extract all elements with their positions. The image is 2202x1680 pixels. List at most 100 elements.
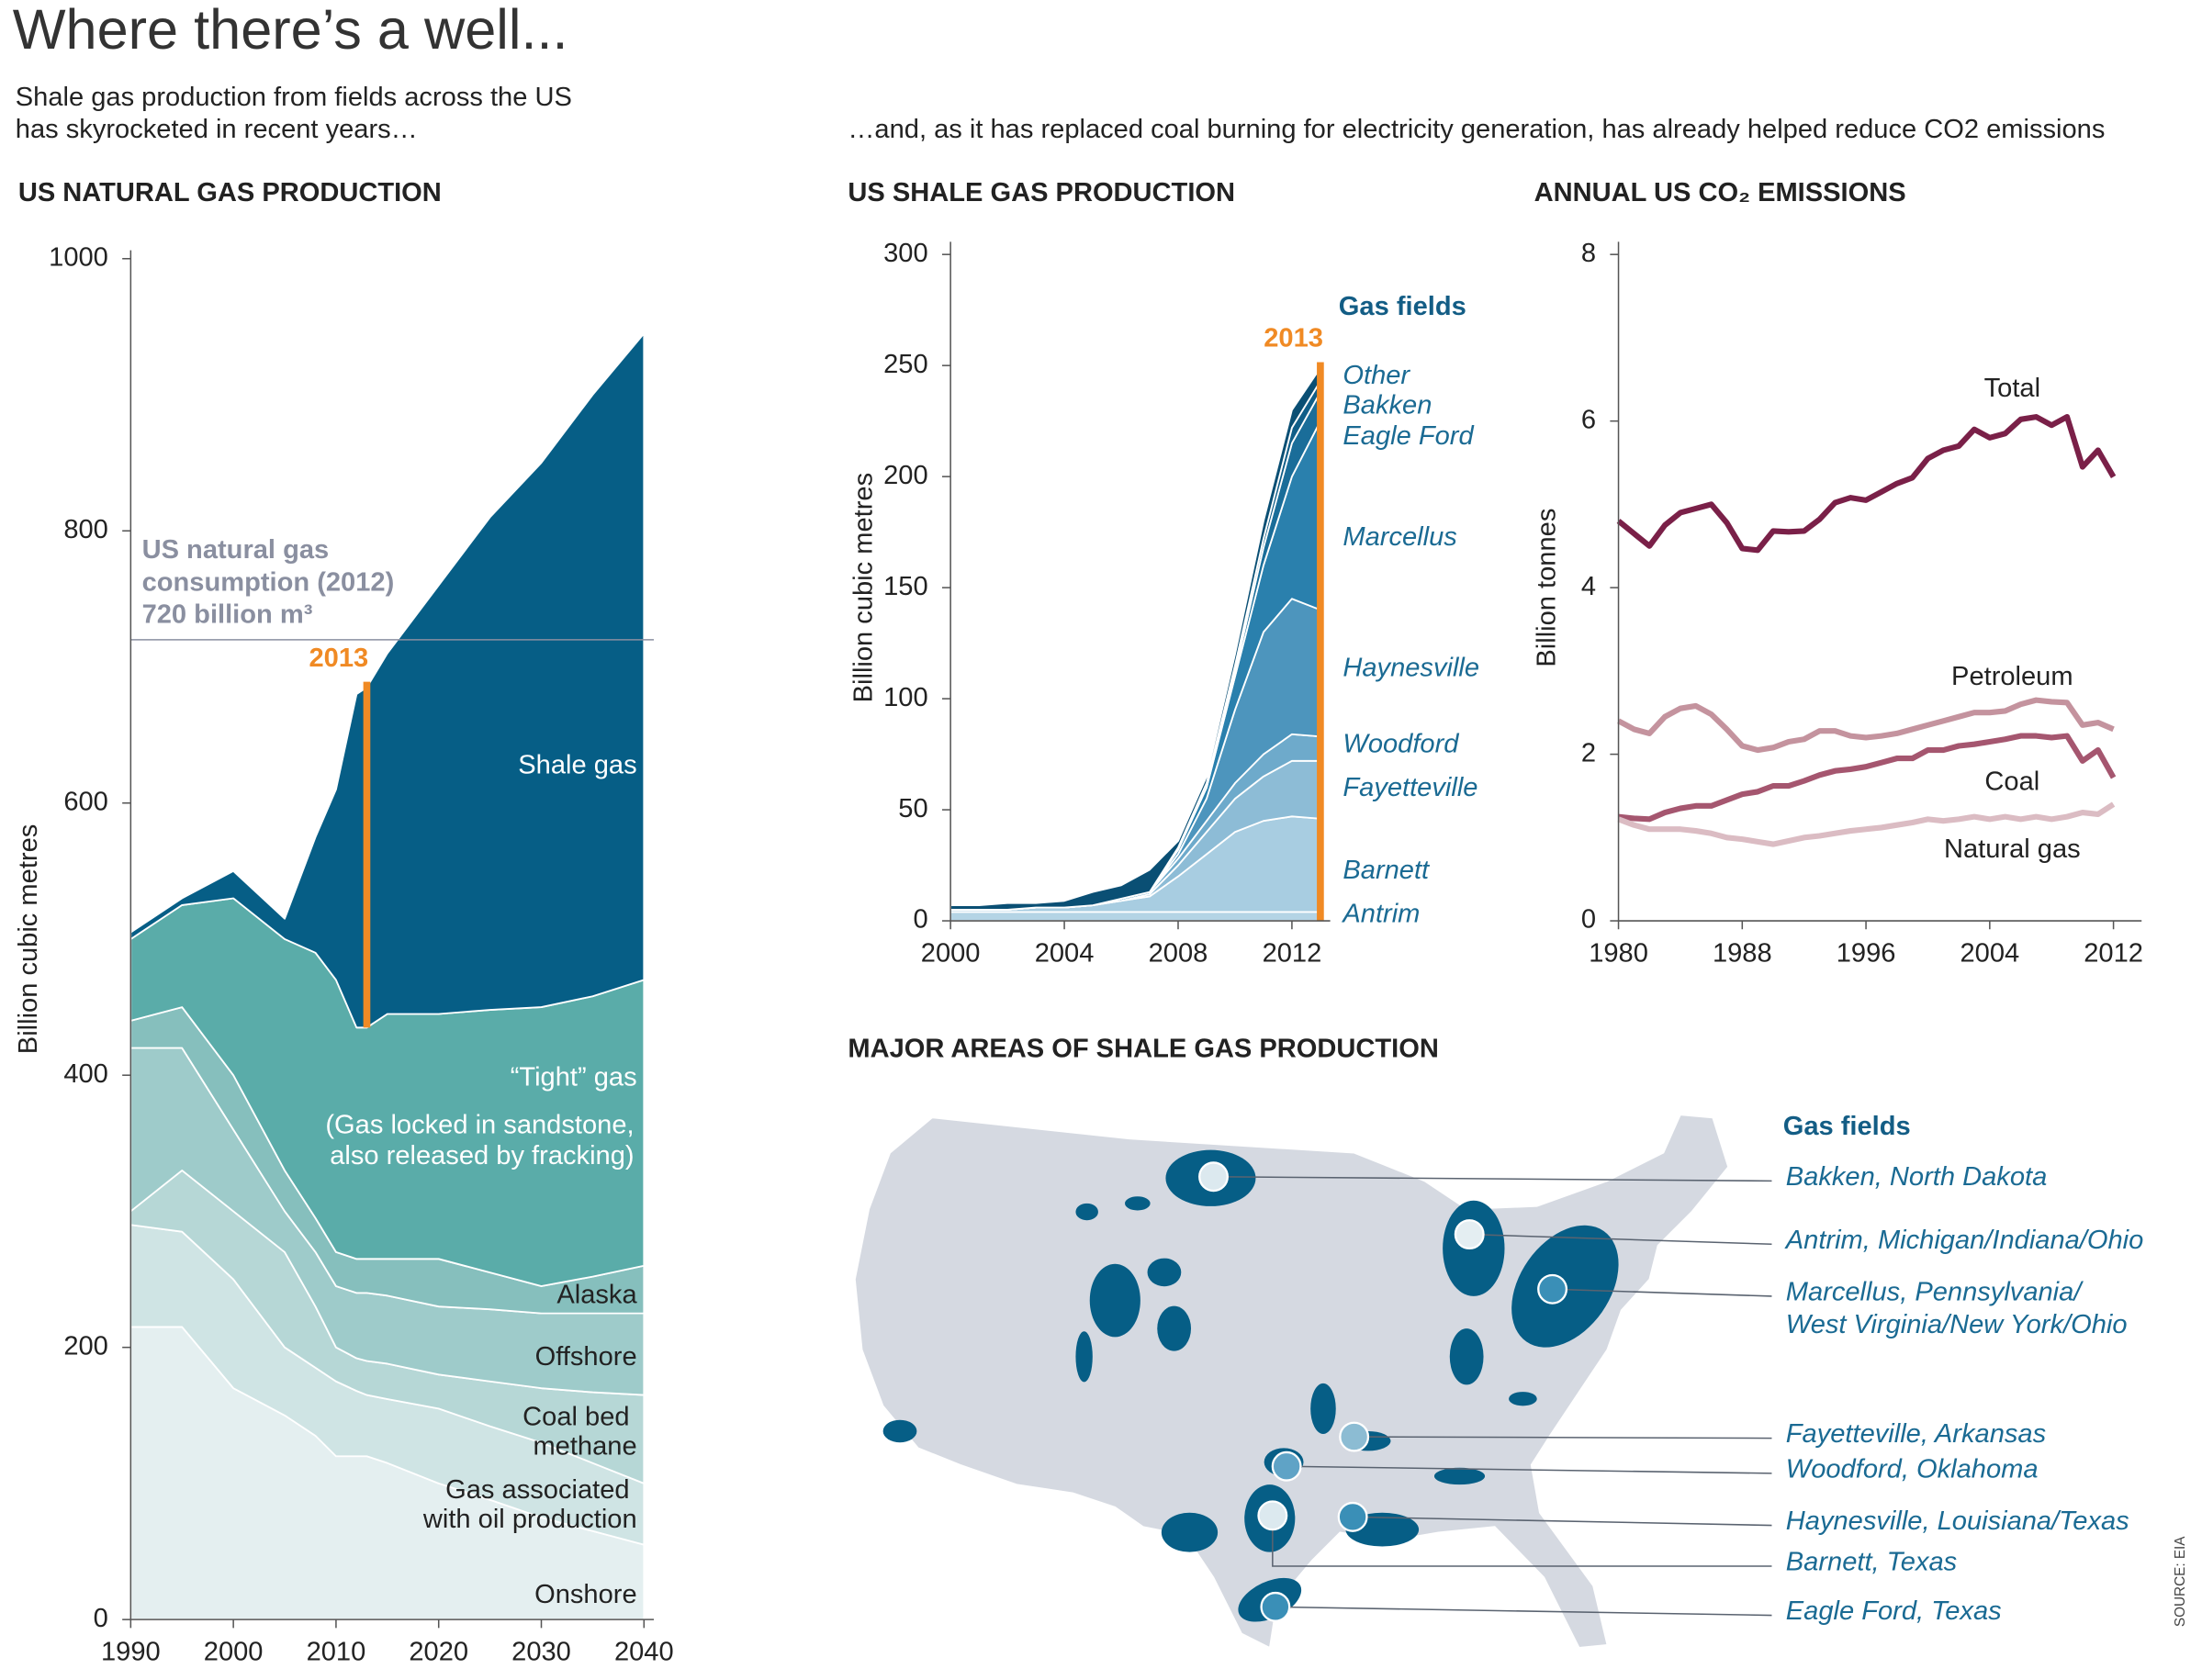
y-tick-label: 0 — [94, 1604, 108, 1633]
subtitle-left: Shale gas production from fields across … — [16, 83, 572, 112]
line-series — [1617, 697, 2115, 754]
series-note: also released by fracking) — [330, 1141, 634, 1170]
line-series — [1616, 414, 2117, 554]
y-tick-label: 8 — [1581, 239, 1596, 268]
y-tick-label: 100 — [883, 683, 928, 712]
field-label: Marcellus, Pennsylvania/ — [1786, 1278, 2084, 1307]
shale-area — [1161, 1512, 1219, 1552]
series-label: Marcellus — [1343, 522, 1456, 552]
shale-area — [1075, 1203, 1098, 1221]
field-marker — [1271, 1450, 1302, 1482]
year-marker-label: 2013 — [309, 644, 368, 673]
reference-label: 720 billion m³ — [142, 599, 313, 629]
chart-title: ANNUAL US CO₂ EMISSIONS — [1534, 178, 1906, 207]
x-tick-label: 2004 — [1960, 938, 2019, 968]
shale-area — [1157, 1305, 1192, 1351]
x-tick-label: 2008 — [1149, 938, 1208, 968]
field-label: Eagle Ford, Texas — [1786, 1596, 2002, 1626]
x-tick-label: 2012 — [2084, 938, 2143, 968]
reference-label: US natural gas — [142, 535, 330, 565]
y-tick-label: 1000 — [49, 242, 108, 272]
field-label: Barnett, Texas — [1786, 1548, 1957, 1577]
series-label: Barnett — [1343, 856, 1431, 885]
page-title: Where there’s a well... — [13, 0, 568, 61]
series-label: Coal bed methane — [522, 1402, 636, 1461]
chart-title: US NATURAL GAS PRODUCTION — [18, 178, 442, 207]
field-marker — [1257, 1500, 1288, 1531]
field-label: Fayetteville, Arkansas — [1786, 1419, 2046, 1449]
x-tick-label: 2040 — [614, 1638, 674, 1667]
field-label: Haynesville, Louisiana/Texas — [1786, 1506, 2129, 1536]
area-layer — [949, 911, 1321, 922]
series-label: Fayetteville — [1343, 773, 1477, 802]
x-tick-label: 1996 — [1837, 938, 1896, 968]
line-series — [1617, 801, 2116, 847]
y-tick-label: 250 — [883, 350, 928, 379]
y-tick-label: 0 — [1581, 905, 1596, 935]
shale-area — [1089, 1263, 1140, 1338]
leader-line — [1552, 1288, 1772, 1297]
subtitle-left: has skyrocketed in recent years… — [16, 115, 418, 144]
y-tick-label: 400 — [63, 1059, 108, 1089]
field-marker — [1260, 1591, 1291, 1622]
series-label: Haynesville — [1343, 654, 1479, 683]
series-label: Natural gas — [1944, 834, 2081, 864]
y-tick-label: 200 — [883, 461, 928, 490]
leader-line — [1469, 1233, 1772, 1246]
line-series — [1618, 733, 2117, 823]
series-label: Petroleum — [1951, 662, 2073, 691]
map-title: MAJOR AREAS OF SHALE GAS PRODUCTION — [848, 1035, 1439, 1064]
series-label: Bakken — [1343, 390, 1432, 420]
shale-area — [1310, 1383, 1336, 1435]
field-marker — [1337, 1501, 1368, 1532]
year-marker-label: 2013 — [1264, 324, 1323, 353]
y-tick-label: 4 — [1581, 572, 1596, 601]
series-label: Eagle Ford — [1343, 421, 1474, 451]
field-label: Antrim, Michigan/Indiana/Ohio — [1784, 1226, 2144, 1255]
chart: ANNUAL US CO₂ EMISSIONS Billion tonnes Tot… — [1533, 178, 2143, 968]
y-tick-label: 800 — [63, 515, 108, 544]
shale-area — [1433, 1467, 1486, 1485]
shale-area — [1075, 1331, 1093, 1383]
x-tick-label: 1980 — [1589, 938, 1648, 968]
us-outline — [854, 1114, 1729, 1649]
shale-area — [1509, 1392, 1537, 1406]
leader-line — [1353, 1516, 1772, 1527]
chart: US SHALE GAS PRODUCTION Billion cubic met… — [848, 178, 1479, 968]
y-tick-label: 0 — [913, 905, 927, 935]
field-marker — [1339, 1421, 1370, 1452]
chart-title: US SHALE GAS PRODUCTION — [848, 178, 1235, 207]
leader-line — [1213, 1176, 1772, 1182]
area-layer — [129, 332, 646, 1029]
shale-area — [882, 1419, 917, 1443]
y-tick-label: 600 — [63, 787, 108, 816]
y-tick-label: 6 — [1581, 405, 1596, 434]
shale-area — [1125, 1196, 1151, 1211]
legend-title: Gas fields — [1339, 292, 1466, 321]
y-axis-label: Billion tonnes — [1533, 509, 1562, 667]
x-tick-label: 1990 — [101, 1638, 161, 1667]
x-tick-label: 2030 — [511, 1638, 571, 1667]
series-label: Alaska — [556, 1281, 637, 1310]
series-label: Total — [1984, 374, 2040, 403]
y-axis-label: Billion cubic metres — [848, 473, 878, 703]
field-label: Bakken, North Dakota — [1786, 1162, 2047, 1192]
series-label: Offshore — [535, 1342, 637, 1372]
y-tick-label: 300 — [883, 239, 928, 268]
reference-label: consumption (2012) — [142, 567, 395, 597]
subtitle-right: …and, as it has replaced coal burning fo… — [848, 115, 2105, 144]
x-tick-label: 2012 — [1263, 938, 1322, 968]
x-tick-label: 2020 — [409, 1638, 468, 1667]
series-label: Coal — [1984, 767, 2039, 797]
y-axis-label: Billion cubic metres — [14, 824, 43, 1055]
series-label: Other — [1343, 361, 1410, 390]
x-tick-label: 2004 — [1035, 938, 1095, 968]
series-label: Woodford — [1343, 729, 1459, 758]
series-label: Gas associated with oil production — [422, 1475, 637, 1534]
y-tick-label: 150 — [883, 572, 928, 601]
field-label: West Virginia/New York/Ohio — [1786, 1310, 2128, 1339]
leader-line — [1354, 1436, 1772, 1439]
shale-area — [1449, 1328, 1484, 1385]
